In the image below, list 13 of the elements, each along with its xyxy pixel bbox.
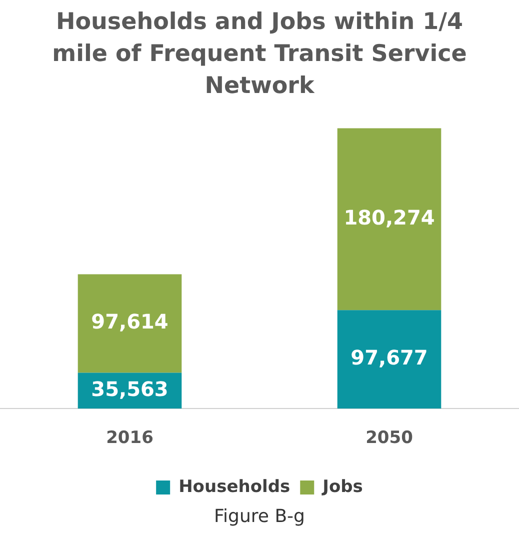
legend-label: Jobs <box>322 476 363 497</box>
data-label: 97,677 <box>350 346 428 370</box>
x-tick-label: 2050 <box>366 428 414 448</box>
bar <box>78 274 182 373</box>
data-label: 35,563 <box>91 376 168 401</box>
chart-title: Households and Jobs within 1/4 mile of Frequent Transit Service Network <box>51 8 468 101</box>
text: Figure B-g <box>213 506 306 527</box>
bar <box>337 128 442 310</box>
legend-label: Households <box>178 476 290 497</box>
data-label: 180,274 <box>344 205 435 230</box>
x-tick-label: 2016 <box>106 428 154 448</box>
bar <box>337 310 442 409</box>
data-label: 97,614 <box>91 310 168 334</box>
